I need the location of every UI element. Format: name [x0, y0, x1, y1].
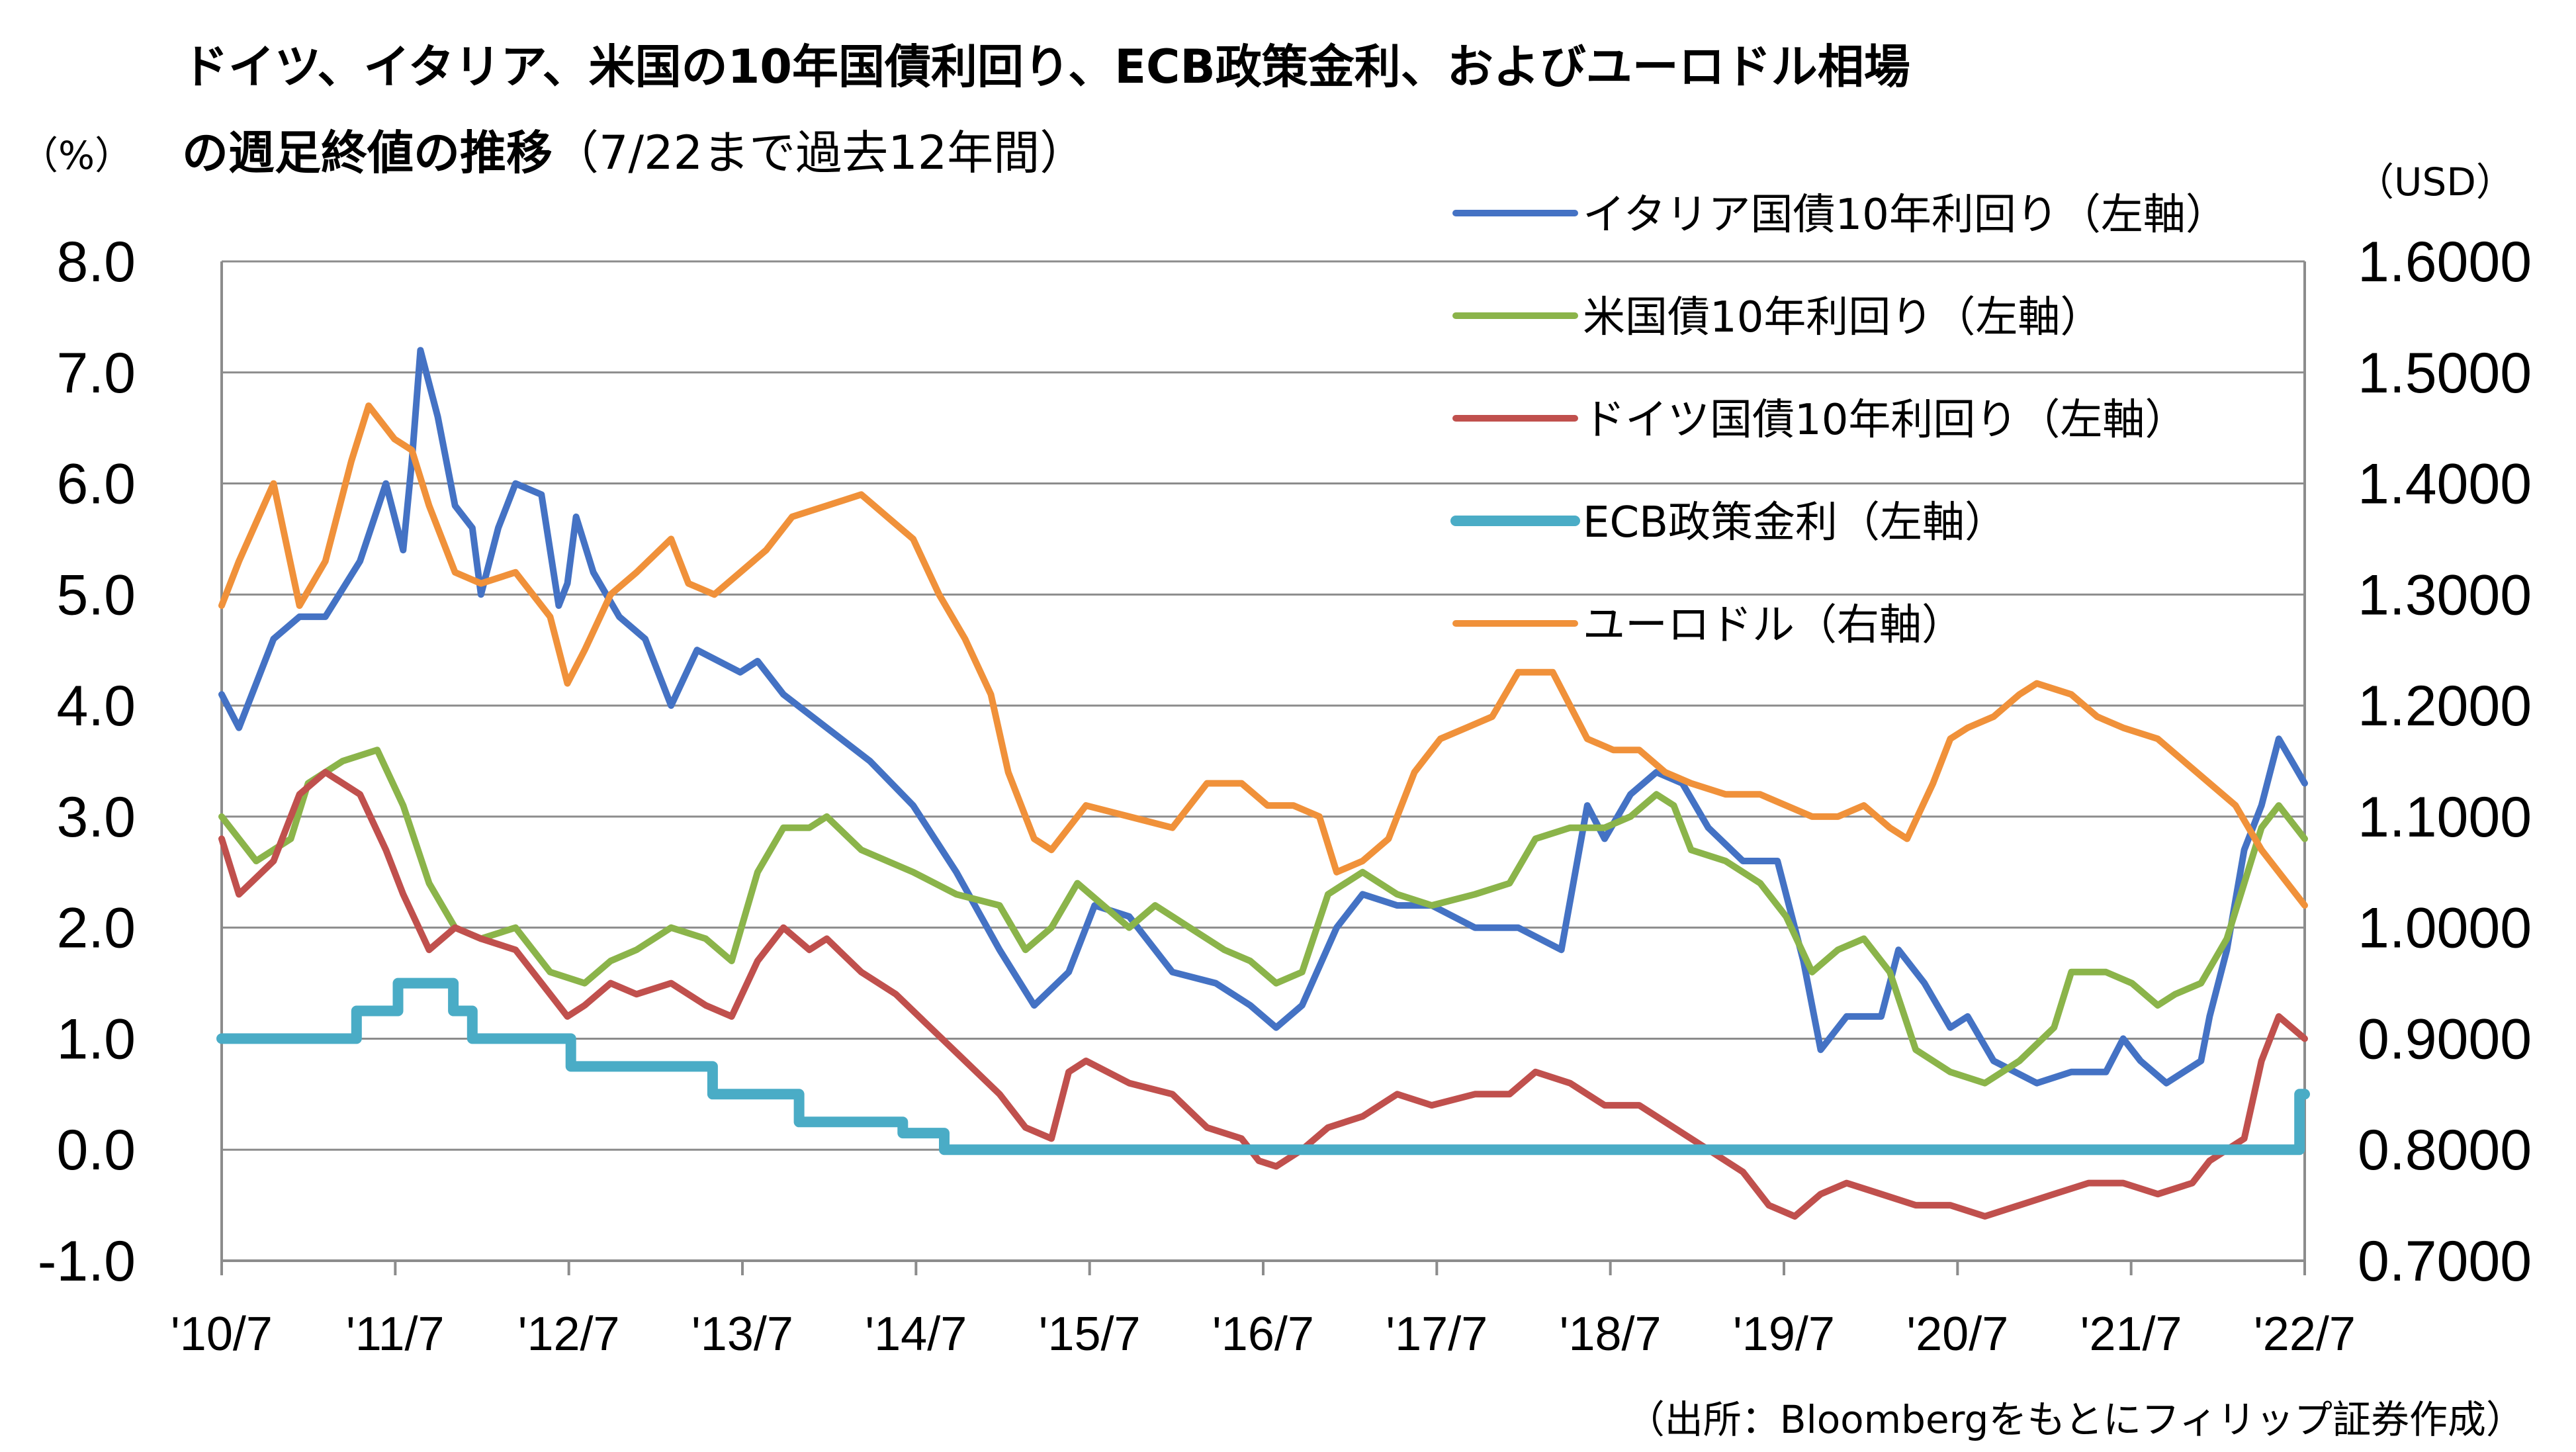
y-axis-left-ticks: 8.0 7.0 6.0 5.0 4.0 3.0 2.0 1.0 0.0 -1.0 — [38, 230, 136, 1293]
y-left-tick-label: 0.0 — [56, 1118, 136, 1182]
y-right-tick-label: 1.3000 — [2358, 563, 2532, 627]
x-tick-label: '12/7 — [518, 1308, 620, 1361]
x-tick-label: '17/7 — [1386, 1308, 1488, 1361]
y-right-tick-label: 1.4000 — [2358, 453, 2532, 516]
y-left-tick-label: 8.0 — [56, 230, 136, 294]
source-note: （出所：Bloombergをもとにフィリップ証券作成） — [1626, 1397, 2524, 1442]
y-right-tick-label: 0.9000 — [2358, 1007, 2532, 1071]
legend-label: ドイツ国債10年利回り（左軸） — [1583, 396, 2187, 445]
series-line-3 — [216, 977, 2310, 1156]
x-tick-label: '13/7 — [691, 1308, 793, 1361]
y-left-tick-label: -1.0 — [38, 1230, 136, 1293]
chart-title-line2: の週足終値の推移（7/22まで過去12年間） — [182, 126, 1086, 180]
y-right-tick-label: 1.0000 — [2358, 897, 2532, 960]
y-left-tick-label: 5.0 — [56, 563, 136, 627]
x-axis-ticks: '10/7 '11/7 '12/7 '13/7 '14/7 '15/7 '16/7 '17/7… — [171, 1261, 2356, 1361]
series-line-1 — [218, 747, 2308, 1087]
legend-label: 米国債10年利回り（左軸） — [1583, 293, 2102, 342]
series-line-4 — [218, 402, 2308, 909]
series-line-0 — [218, 347, 2308, 1087]
y-left-tick-label: 4.0 — [56, 674, 136, 738]
y-right-tick-label: 0.7000 — [2358, 1230, 2532, 1293]
y-right-tick-label: 0.8000 — [2358, 1118, 2532, 1182]
x-tick-label: '22/7 — [2254, 1308, 2356, 1361]
x-tick-label: '16/7 — [1212, 1308, 1314, 1361]
x-tick-label: '20/7 — [1906, 1308, 2008, 1361]
y-right-tick-label: 1.1000 — [2358, 786, 2532, 849]
right-axis-unit: （USD） — [2356, 159, 2514, 204]
y-right-tick-label: 1.5000 — [2358, 341, 2532, 405]
chart-title-line1: ドイツ、イタリア、米国の10年国債利回り、ECB政策金利、およびユーロドル相場 — [182, 40, 1910, 94]
y-left-tick-label: 3.0 — [56, 786, 136, 849]
y-left-tick-label: 1.0 — [56, 1007, 136, 1071]
legend-label: ECB政策金利（左軸） — [1583, 498, 2007, 547]
y-left-tick-label: 7.0 — [56, 341, 136, 405]
chart-title-line2-bold: の週足終値の推移 — [182, 126, 553, 180]
chart-title-line2-normal: （7/22まで過去12年間） — [553, 126, 1086, 180]
x-tick-label: '18/7 — [1560, 1308, 1662, 1361]
x-tick-label: '15/7 — [1039, 1308, 1141, 1361]
x-tick-label: '11/7 — [346, 1308, 445, 1361]
y-left-tick-label: 6.0 — [56, 453, 136, 516]
legend: イタリア国債10年利回り（左軸） 米国債10年利回り（左軸） ドイツ国債10年利回り… — [1450, 191, 2228, 650]
legend-label: ユーロドル（右軸） — [1583, 601, 1964, 650]
series-lines — [216, 347, 2310, 1220]
y-right-tick-label: 1.6000 — [2358, 230, 2532, 294]
series-line-2 — [218, 768, 2308, 1220]
x-tick-label: '14/7 — [865, 1308, 967, 1361]
y-right-tick-label: 1.2000 — [2358, 674, 2532, 738]
x-tick-label: '10/7 — [171, 1308, 273, 1361]
y-axis-right-ticks: 1.6000 1.5000 1.4000 1.3000 1.2000 1.1000 1.00… — [2358, 230, 2532, 1293]
legend-label: イタリア国債10年利回り（左軸） — [1583, 191, 2228, 240]
y-left-tick-label: 2.0 — [56, 897, 136, 960]
x-tick-label: '19/7 — [1733, 1308, 1835, 1361]
left-axis-unit: （%） — [20, 133, 133, 178]
x-tick-label: '21/7 — [2080, 1308, 2182, 1361]
